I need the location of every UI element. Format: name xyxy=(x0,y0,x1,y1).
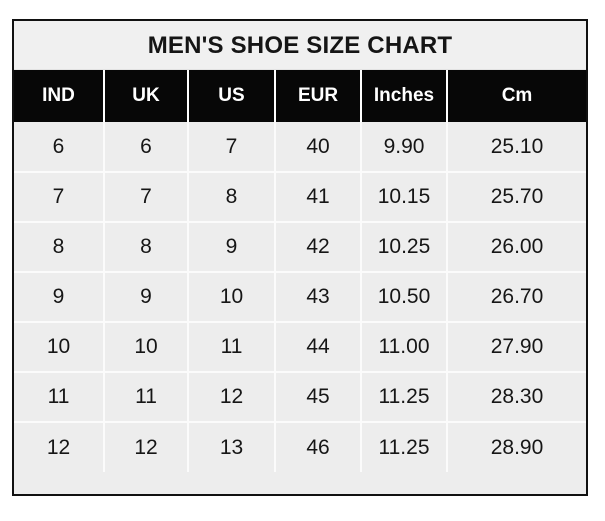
column-header-inches: Inches xyxy=(361,70,448,122)
cell-inches: 10.25 xyxy=(361,222,448,273)
cell-eur: 44 xyxy=(275,322,362,373)
cell-inches: 11.25 xyxy=(361,372,448,423)
cell-inches: 9.90 xyxy=(361,122,448,173)
size-chart-container: MEN'S SHOE SIZE CHART IND UK US EUR Inch… xyxy=(12,19,588,496)
cell-uk: 7 xyxy=(104,172,189,223)
cell-cm: 28.30 xyxy=(447,372,586,423)
cell-uk: 12 xyxy=(104,422,189,472)
table-row: 9 9 10 43 10.50 26.70 xyxy=(14,272,586,323)
cell-inches: 11.00 xyxy=(361,322,448,373)
cell-eur: 42 xyxy=(275,222,362,273)
cell-cm: 27.90 xyxy=(447,322,586,373)
cell-cm: 28.90 xyxy=(447,422,586,472)
table-row: 10 10 11 44 11.00 27.90 xyxy=(14,322,586,373)
cell-uk: 6 xyxy=(104,122,189,173)
cell-cm: 26.00 xyxy=(447,222,586,273)
cell-cm: 25.70 xyxy=(447,172,586,223)
table-row: 8 8 9 42 10.25 26.00 xyxy=(14,222,586,273)
cell-ind: 7 xyxy=(14,172,105,223)
table-row: 12 12 13 46 11.25 28.90 xyxy=(14,422,586,472)
column-header-us: US xyxy=(188,70,276,122)
cell-inches: 10.15 xyxy=(361,172,448,223)
table-row: 11 11 12 45 11.25 28.30 xyxy=(14,372,586,423)
cell-ind: 8 xyxy=(14,222,105,273)
table-header-row: IND UK US EUR Inches Cm xyxy=(14,70,586,122)
cell-cm: 26.70 xyxy=(447,272,586,323)
cell-eur: 40 xyxy=(275,122,362,173)
shoe-size-table: IND UK US EUR Inches Cm 6 6 7 40 9.90 25… xyxy=(14,70,586,472)
cell-ind: 11 xyxy=(14,372,105,423)
column-header-uk: UK xyxy=(104,70,189,122)
cell-ind: 6 xyxy=(14,122,105,173)
cell-us: 13 xyxy=(188,422,276,472)
cell-us: 10 xyxy=(188,272,276,323)
cell-cm: 25.10 xyxy=(447,122,586,173)
cell-ind: 9 xyxy=(14,272,105,323)
cell-us: 12 xyxy=(188,372,276,423)
cell-uk: 11 xyxy=(104,372,189,423)
cell-ind: 12 xyxy=(14,422,105,472)
cell-eur: 46 xyxy=(275,422,362,472)
cell-inches: 11.25 xyxy=(361,422,448,472)
page-title: MEN'S SHOE SIZE CHART xyxy=(14,21,586,70)
column-header-cm: Cm xyxy=(447,70,586,122)
cell-inches: 10.50 xyxy=(361,272,448,323)
cell-ind: 10 xyxy=(14,322,105,373)
cell-uk: 8 xyxy=(104,222,189,273)
cell-eur: 41 xyxy=(275,172,362,223)
table-row: 6 6 7 40 9.90 25.10 xyxy=(14,122,586,173)
column-header-ind: IND xyxy=(14,70,105,122)
cell-us: 9 xyxy=(188,222,276,273)
cell-us: 11 xyxy=(188,322,276,373)
cell-us: 8 xyxy=(188,172,276,223)
cell-eur: 43 xyxy=(275,272,362,323)
table-row: 7 7 8 41 10.15 25.70 xyxy=(14,172,586,223)
column-header-eur: EUR xyxy=(275,70,362,122)
cell-uk: 9 xyxy=(104,272,189,323)
cell-us: 7 xyxy=(188,122,276,173)
cell-uk: 10 xyxy=(104,322,189,373)
cell-eur: 45 xyxy=(275,372,362,423)
